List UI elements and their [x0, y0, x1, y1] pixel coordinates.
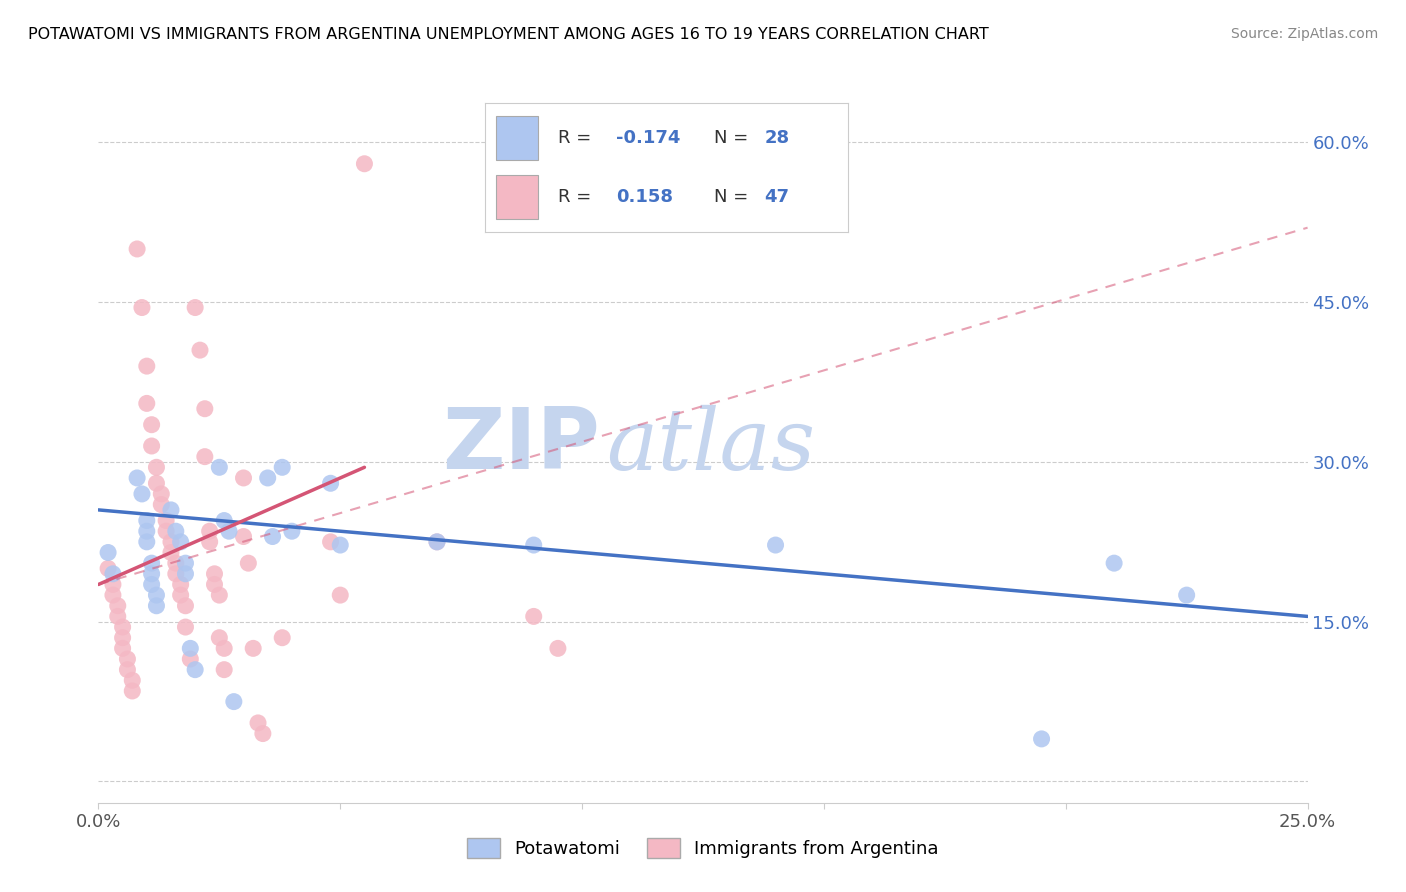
Point [169, 588, 191, 602]
Point [97, 545, 120, 559]
Text: POTAWATOMI VS IMMIGRANTS FROM ARGENTINA UNEMPLOYMENT AMONG AGES 16 TO 19 YEARS C: POTAWATOMI VS IMMIGRANTS FROM ARGENTINA … [28, 27, 988, 42]
Point [160, 503, 183, 517]
Point [97, 561, 120, 575]
Point [174, 566, 197, 581]
Point [353, 157, 375, 171]
Point [426, 534, 449, 549]
Point [141, 417, 163, 432]
Point [135, 534, 157, 549]
Point [141, 439, 163, 453]
Point [523, 538, 546, 552]
Point [111, 620, 134, 634]
Point [150, 487, 173, 501]
Point [247, 715, 270, 730]
Legend: Potawatomi, Immigrants from Argentina: Potawatomi, Immigrants from Argentina [460, 830, 946, 865]
Point [1102, 556, 1125, 570]
Point [523, 609, 546, 624]
Text: atlas: atlas [606, 405, 815, 487]
Point [194, 401, 217, 416]
Point [184, 301, 207, 315]
Point [319, 534, 342, 549]
Point [212, 641, 235, 656]
Point [212, 663, 235, 677]
Point [155, 514, 177, 528]
Text: ZIP: ZIP [443, 404, 600, 488]
Point [179, 652, 201, 666]
Point [222, 695, 245, 709]
Point [252, 726, 274, 740]
Point [131, 301, 153, 315]
Point [160, 534, 183, 549]
Point [169, 534, 191, 549]
Point [208, 631, 231, 645]
Point [141, 566, 163, 581]
Point [242, 641, 264, 656]
Point [198, 524, 221, 539]
Point [198, 534, 221, 549]
Point [111, 631, 134, 645]
Point [281, 524, 304, 539]
Point [174, 620, 197, 634]
Point [212, 514, 235, 528]
Point [165, 566, 187, 581]
Text: Source: ZipAtlas.com: Source: ZipAtlas.com [1230, 27, 1378, 41]
Point [117, 663, 139, 677]
Point [145, 599, 167, 613]
Point [188, 343, 211, 358]
Point [1031, 731, 1053, 746]
Point [271, 631, 294, 645]
Point [256, 471, 278, 485]
Point [107, 609, 129, 624]
Point [329, 588, 352, 602]
Point [141, 577, 163, 591]
Point [174, 556, 197, 570]
Point [194, 450, 217, 464]
Point [121, 684, 143, 698]
Point [174, 599, 197, 613]
Point [208, 588, 231, 602]
Point [184, 663, 207, 677]
Point [218, 524, 240, 539]
Point [329, 538, 352, 552]
Point [117, 652, 139, 666]
Point [127, 242, 149, 256]
Point [319, 476, 342, 491]
Point [101, 588, 124, 602]
Point [145, 476, 167, 491]
Point [165, 556, 187, 570]
Point [262, 529, 284, 543]
Point [135, 396, 157, 410]
Point [155, 524, 177, 539]
Point [179, 641, 201, 656]
Point [135, 359, 157, 373]
Point [232, 529, 254, 543]
Point [426, 534, 449, 549]
Point [271, 460, 294, 475]
Point [160, 545, 183, 559]
Point [547, 641, 569, 656]
Point [204, 566, 226, 581]
Point [135, 514, 157, 528]
Point [204, 577, 226, 591]
Point [145, 460, 167, 475]
Point [232, 471, 254, 485]
Point [765, 538, 787, 552]
Point [150, 498, 173, 512]
Point [165, 524, 187, 539]
Point [107, 599, 129, 613]
Point [101, 577, 124, 591]
Point [208, 460, 231, 475]
Point [131, 487, 153, 501]
Point [101, 566, 124, 581]
Point [111, 641, 134, 656]
Point [238, 556, 260, 570]
Point [127, 471, 149, 485]
Point [135, 524, 157, 539]
Point [1175, 588, 1198, 602]
Point [169, 577, 191, 591]
Point [141, 556, 163, 570]
Point [121, 673, 143, 688]
Point [145, 588, 167, 602]
